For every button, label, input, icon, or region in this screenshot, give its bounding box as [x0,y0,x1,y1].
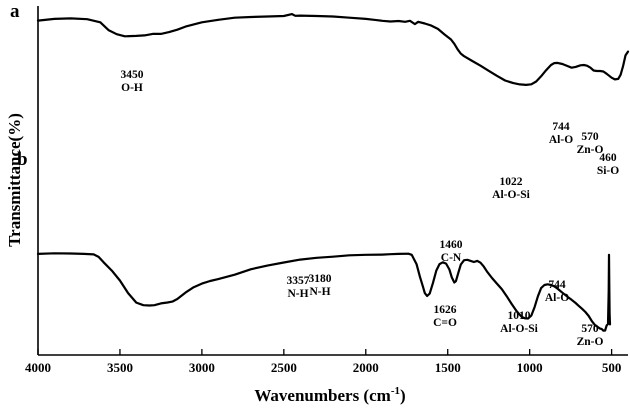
peak-label-a-1022: 1022 Al-O-Si [492,176,531,201]
peak-label-b-3357: 3357 N-H [287,275,310,300]
x-tick-label-1000: 1000 [517,360,543,375]
peak-label-b-1010: 1010 Al-O-Si [500,310,539,335]
spectra [36,13,630,332]
y-axis-title: Transmittance(%) [5,113,24,247]
x-tick-label-3000: 3000 [189,360,215,375]
x-tick-label-2500: 2500 [271,360,297,375]
peak-label-b-3180: 3180 N-H [309,273,332,298]
panel-label-b: b [17,149,28,170]
panel-label-a: a [10,1,20,22]
x-tick-label-1500: 1500 [435,360,461,375]
spectrum-b [36,252,612,332]
peak-label-a-460: 460 Si-O [597,152,619,177]
peak-label-b-570: 570 Zn-O [577,323,604,348]
x-ticks: 4000 3500 3000 2500 2000 1500 1000 500 [25,349,621,375]
x-tick-label-4000: 4000 [25,360,51,375]
peak-label-a-570: 570 Zn-O [577,131,604,156]
x-tick-label-2000: 2000 [353,360,379,375]
x-tick-label-3500: 3500 [107,360,133,375]
x-axis-title: Wavenumbers (cm-1) [254,385,405,405]
peak-label-a-3450: 3450 O-H [121,69,144,94]
peak-label-a-744: 744 Al-O [549,121,573,146]
peak-label-b-1460: 1460 C-N [440,239,463,264]
x-tick-label-500: 500 [602,360,622,375]
peak-label-b-1626: 1626 C=O [433,304,457,329]
spectrum-a [36,13,630,86]
peak-label-b-744: 744 Al-O [545,279,569,304]
